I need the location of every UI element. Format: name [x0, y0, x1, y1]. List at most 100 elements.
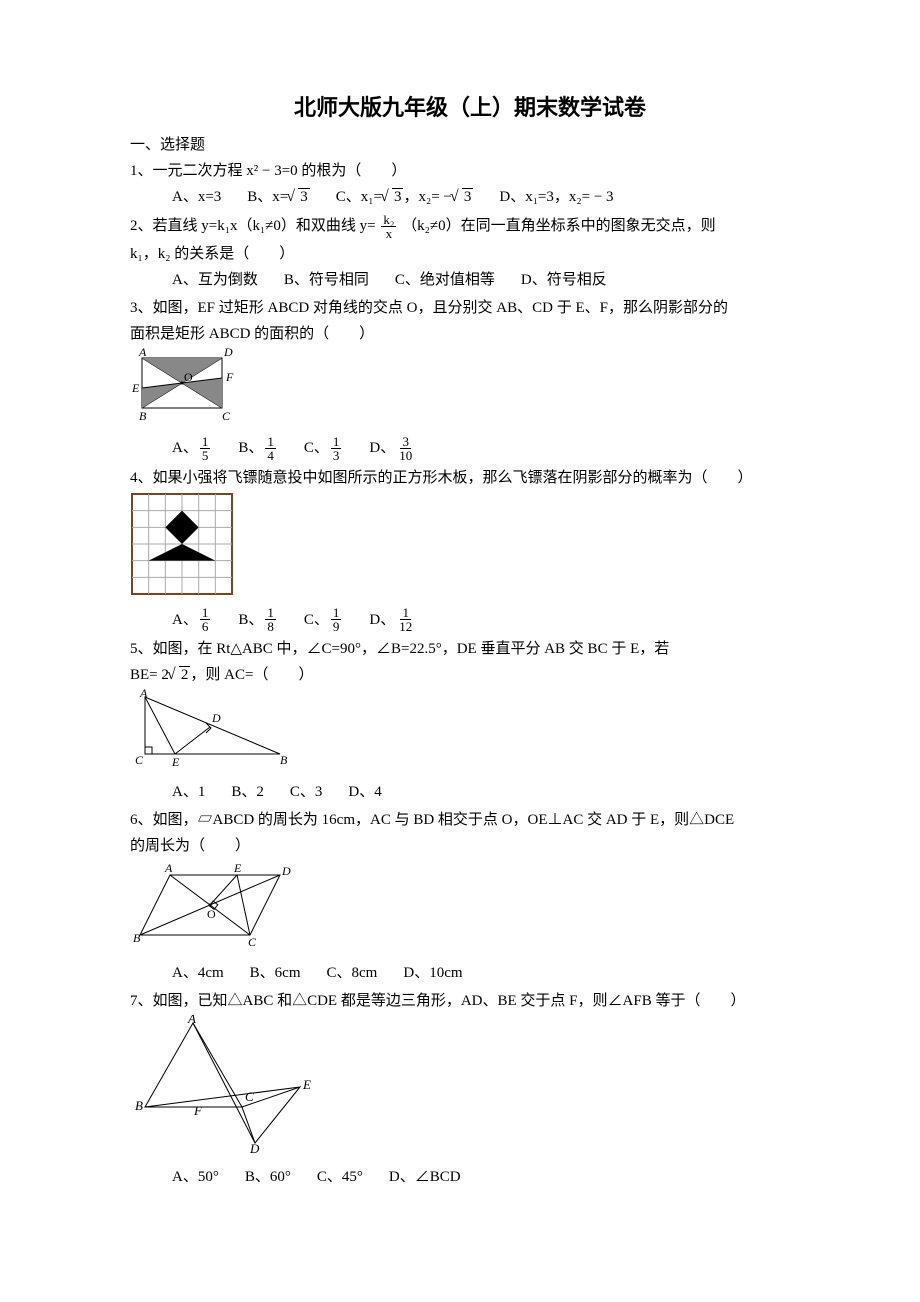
q7-opt-d: D、∠BCD — [389, 1165, 461, 1189]
q6-l1: 6、如图，▱ABCD 的周长为 16cm，AC 与 BD 相交于点 O，OE⊥A… — [130, 808, 810, 832]
sqrt-icon: 3 — [452, 185, 474, 209]
q5-opt-d: D、4 — [348, 780, 381, 804]
lbl-C: C — [135, 753, 144, 767]
lbl-D: D — [223, 348, 233, 359]
q3-c: C、 — [304, 436, 329, 460]
q1-opt-b: B、x=3 — [247, 185, 309, 209]
q7-opt-a: A、50° — [172, 1165, 219, 1189]
q6-opt-a: A、4cm — [172, 961, 224, 985]
q5-l2: BE= 22，则 AC=（ ） — [130, 663, 810, 687]
q4-opt-b: B、18 — [238, 606, 278, 633]
fraction-icon: 15 — [200, 435, 211, 462]
q4-an: 1 — [200, 606, 211, 620]
q5-tc: ，则 AC=（ ） — [190, 667, 313, 683]
lbl-E: E — [302, 1077, 311, 1092]
q3-opt-a: A、15 — [172, 435, 212, 462]
lbl-D: D — [249, 1141, 260, 1155]
lbl-E: E — [233, 861, 242, 875]
lbl-F: F — [193, 1103, 203, 1118]
sqrt-icon: 3 — [288, 185, 310, 209]
q3-an: 1 — [200, 435, 211, 449]
q1-c-rad2: 3 — [462, 188, 474, 205]
q2-line2: k₁，k₂ 的关系是（ ） — [130, 242, 810, 266]
fraction-icon: 14 — [265, 435, 276, 462]
q4-opt-a: A、16 — [172, 606, 212, 633]
lbl-A: A — [138, 348, 147, 359]
lbl-B: B — [133, 931, 141, 945]
q2-opt-c: C、绝对值相等 — [395, 268, 495, 292]
q4-dn: 1 — [400, 606, 411, 620]
q4-cn: 1 — [331, 606, 342, 620]
q6-opt-b: B、6cm — [250, 961, 301, 985]
lbl-B: B — [139, 409, 147, 423]
q3-cn: 1 — [331, 435, 342, 449]
q3-b: B、 — [238, 436, 263, 460]
q6-l2: 的周长为（ ） — [130, 834, 810, 858]
lbl-O: O — [207, 907, 216, 921]
q1-opt-a: A、x=3 — [172, 185, 221, 209]
lbl-C: C — [222, 409, 231, 423]
q3-dd: 10 — [397, 449, 414, 462]
sqrt-icon: 3 — [382, 185, 404, 209]
q4-opt-c: C、19 — [304, 606, 344, 633]
fraction-icon: 310 — [397, 435, 414, 462]
q3-d: D、 — [369, 436, 395, 460]
q2-num: k₂ — [381, 213, 396, 227]
q2-options: A、互为倒数 B、符号相同 C、绝对值相等 D、符号相反 — [130, 268, 810, 292]
q4-bn: 1 — [265, 606, 276, 620]
lbl-E: E — [171, 755, 180, 769]
fraction-icon: k₂x — [381, 213, 396, 240]
q1-c-rad1: 3 — [392, 188, 404, 205]
q6-figure: A D B C E O — [130, 860, 810, 959]
q3-dn: 3 — [400, 435, 411, 449]
q3-ad: 5 — [200, 449, 211, 462]
q5-figure: A C B E D — [130, 689, 810, 778]
lbl-C: C — [248, 935, 257, 949]
fraction-icon: 18 — [265, 606, 276, 633]
q3-cd: 3 — [331, 449, 342, 462]
q6-options: A、4cm B、6cm C、8cm D、10cm — [130, 961, 810, 985]
fraction-icon: 13 — [331, 435, 342, 462]
exam-title: 北师大版九年级（上）期末数学试卷 — [130, 90, 810, 125]
q5-rad: 2 — [179, 666, 191, 683]
lbl-E: E — [131, 381, 140, 395]
q3-opt-c: C、13 — [304, 435, 344, 462]
q3-l2: 面积是矩形 ABCD 的面积的（ ） — [130, 322, 810, 346]
lbl-A: A — [187, 1015, 196, 1026]
q5-opt-b: B、2 — [231, 780, 264, 804]
q4-opt-d: D、112 — [369, 606, 416, 633]
q4: 4、如果小强将飞镖随意投中如图所示的正方形木板，那么飞镖落在阴影部分的概率为（ … — [130, 466, 810, 490]
lbl-D: D — [281, 864, 291, 878]
q2-opt-b: B、符号相同 — [284, 268, 369, 292]
lbl-F: F — [225, 370, 234, 384]
q1: 1、一元二次方程 x² − 3=0 的根为（ ） — [130, 159, 810, 183]
q6-opt-d: D、10cm — [403, 961, 462, 985]
q3-a: A、 — [172, 436, 198, 460]
q1-c-prefix: C、x₁= — [336, 185, 382, 209]
q6-opt-c: C、8cm — [327, 961, 378, 985]
q4-cd: 9 — [331, 620, 342, 633]
lbl-B: B — [135, 1098, 143, 1113]
q3-figure: A D E F B C O — [130, 348, 810, 433]
q2-opt-a: A、互为倒数 — [172, 268, 258, 292]
q4-d: D、 — [369, 608, 395, 632]
fraction-icon: 16 — [200, 606, 211, 633]
q7-options: A、50° B、60° C、45° D、∠BCD — [130, 1165, 810, 1189]
q5-options: A、1 B、2 C、3 D、4 — [130, 780, 810, 804]
q7: 7、如图，已知△ABC 和△CDE 都是等边三角形，AD、BE 交于点 F，则∠… — [130, 989, 810, 1013]
q1-opt-c: C、x₁=3，x₂= − 3 — [336, 185, 474, 209]
q4-ad: 6 — [200, 620, 211, 633]
q5-opt-a: A、1 — [172, 780, 205, 804]
q2-opt-d: D、符号相反 — [521, 268, 607, 292]
q2: 2、若直线 y=k₁x（k₁≠0）和双曲线 y= k₂x （k₂≠0）在同一直角… — [130, 213, 810, 240]
q7-opt-c: C、45° — [317, 1165, 363, 1189]
fraction-icon: 112 — [397, 606, 414, 633]
q7-figure: A B C E D F — [130, 1015, 810, 1164]
q1-b-prefix: B、x= — [247, 185, 288, 209]
sqrt-icon: 2 — [169, 663, 191, 687]
lbl-D: D — [211, 711, 221, 725]
lbl-A: A — [139, 689, 148, 700]
q3-bd: 4 — [265, 449, 276, 462]
q5-l1: 5、如图，在 Rt△ABC 中，∠C=90°，∠B=22.5°，DE 垂直平分 … — [130, 637, 810, 661]
q2-tb: （k₂≠0）在同一直角坐标系中的图象无交点，则 — [402, 218, 715, 234]
